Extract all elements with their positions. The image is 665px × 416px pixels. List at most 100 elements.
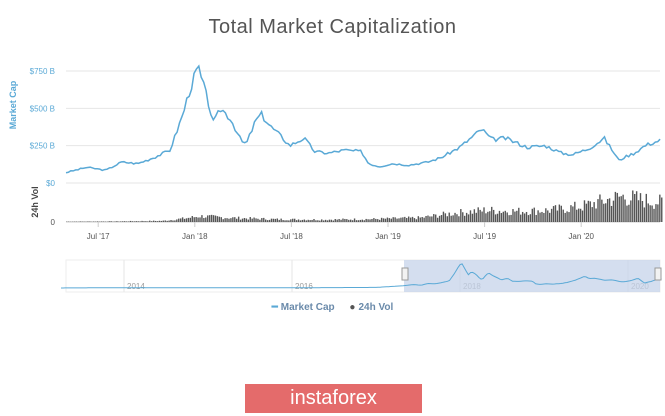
volume-bar [282, 220, 284, 222]
volume-bar [608, 198, 611, 222]
legend: ━ Market Cap ● 24h Vol [0, 302, 665, 313]
volume-bar [317, 220, 319, 222]
volume-bar [392, 217, 394, 222]
volume-bar [518, 207, 520, 222]
volume-bar [149, 220, 151, 222]
volume-bar [274, 218, 277, 222]
volume-bar [562, 209, 564, 222]
volume-bar [620, 196, 622, 222]
volume-bar [442, 211, 445, 222]
volume-bar [579, 208, 582, 222]
volume-bar [226, 218, 228, 222]
volume-bar [164, 220, 166, 222]
volume-bar [440, 215, 443, 222]
volume-bar [429, 216, 431, 222]
volume-bar [647, 203, 649, 222]
volume-bar [390, 218, 392, 222]
instaforex-banner[interactable]: instaforex [245, 384, 422, 413]
legend-market-cap[interactable]: ━ Market Cap [271, 302, 335, 313]
navigator-tick-label: 2016 [295, 282, 313, 291]
volume-bar [516, 210, 518, 222]
volume-bar [89, 221, 91, 222]
volume-bar [508, 215, 510, 222]
volume-bar [286, 220, 288, 222]
navigator-handle[interactable] [401, 267, 409, 281]
volume-bar [129, 220, 132, 222]
volume-bar [606, 199, 609, 222]
volume-bar [454, 212, 456, 222]
volume-bar [545, 208, 547, 222]
volume-bar [589, 201, 591, 222]
volume-bar [120, 221, 122, 222]
volume-bar [477, 207, 479, 222]
y-axis-label: Market Cap [8, 80, 18, 129]
volume-bar [241, 218, 244, 222]
legend-24h-vol[interactable]: ● 24h Vol [349, 302, 394, 313]
volume-bar [483, 207, 485, 222]
volume-bar [564, 212, 566, 222]
volume-bar [141, 220, 143, 222]
volume-bar [632, 190, 634, 222]
volume-bar [131, 221, 134, 222]
volume-bar [603, 203, 605, 222]
volume-bar [425, 215, 427, 222]
volume-bar [151, 221, 153, 222]
volume-bar [303, 219, 306, 222]
volume-bar [373, 218, 375, 222]
volume-bar [386, 217, 389, 222]
volume-bar [527, 215, 530, 222]
volume-bar [189, 217, 192, 222]
volume-bar [587, 200, 590, 222]
volume-bar [510, 214, 512, 222]
volume-bar [268, 219, 271, 222]
volume-bar [481, 211, 483, 222]
volume-bar [514, 211, 516, 222]
volume-bar [236, 218, 238, 222]
volume-bar [512, 209, 514, 222]
volume-bar [87, 221, 89, 222]
x-tick-label: Jan '20 [568, 232, 594, 241]
volume-bar [96, 221, 99, 222]
volume-bar [162, 220, 164, 222]
volume-bar [657, 204, 659, 222]
volume-bar [272, 218, 275, 222]
volume-bar [261, 218, 263, 222]
volume-bar [402, 217, 404, 222]
volume-bar [344, 218, 346, 222]
volume-bar [550, 208, 553, 222]
volume-bar [145, 221, 147, 222]
volume-bar [230, 218, 232, 222]
volume-bar [581, 210, 584, 222]
volume-bar [191, 216, 193, 222]
volume-bar [520, 214, 522, 222]
volume-bar [583, 200, 586, 222]
navigator-handle[interactable] [654, 267, 662, 281]
volume-bar [201, 215, 203, 222]
volume-bar [203, 218, 205, 222]
volume-bar [626, 205, 628, 222]
volume-bar [601, 199, 603, 222]
volume-bar [195, 217, 197, 222]
volume-bar [585, 203, 588, 222]
volume-bar [122, 221, 124, 222]
volume-bar [529, 214, 532, 222]
volume-bar [502, 211, 505, 222]
volume-bar [413, 218, 416, 222]
volume-bar [406, 217, 408, 222]
x-tick-label: Jan '19 [375, 232, 401, 241]
volume-bar [635, 191, 638, 222]
volume-bar [541, 211, 543, 222]
volume-bar [280, 218, 282, 222]
volume-bar [448, 212, 450, 222]
volume-bar [311, 219, 313, 222]
volume-bar [179, 218, 182, 222]
volume-bar [346, 219, 348, 222]
volume-bar [270, 218, 273, 222]
volume-bar [266, 220, 269, 222]
volume-bar [651, 205, 653, 222]
volume-bar [489, 211, 491, 222]
volume-bar [102, 221, 105, 222]
volume-bar [400, 217, 402, 222]
volume-bar [525, 211, 528, 222]
